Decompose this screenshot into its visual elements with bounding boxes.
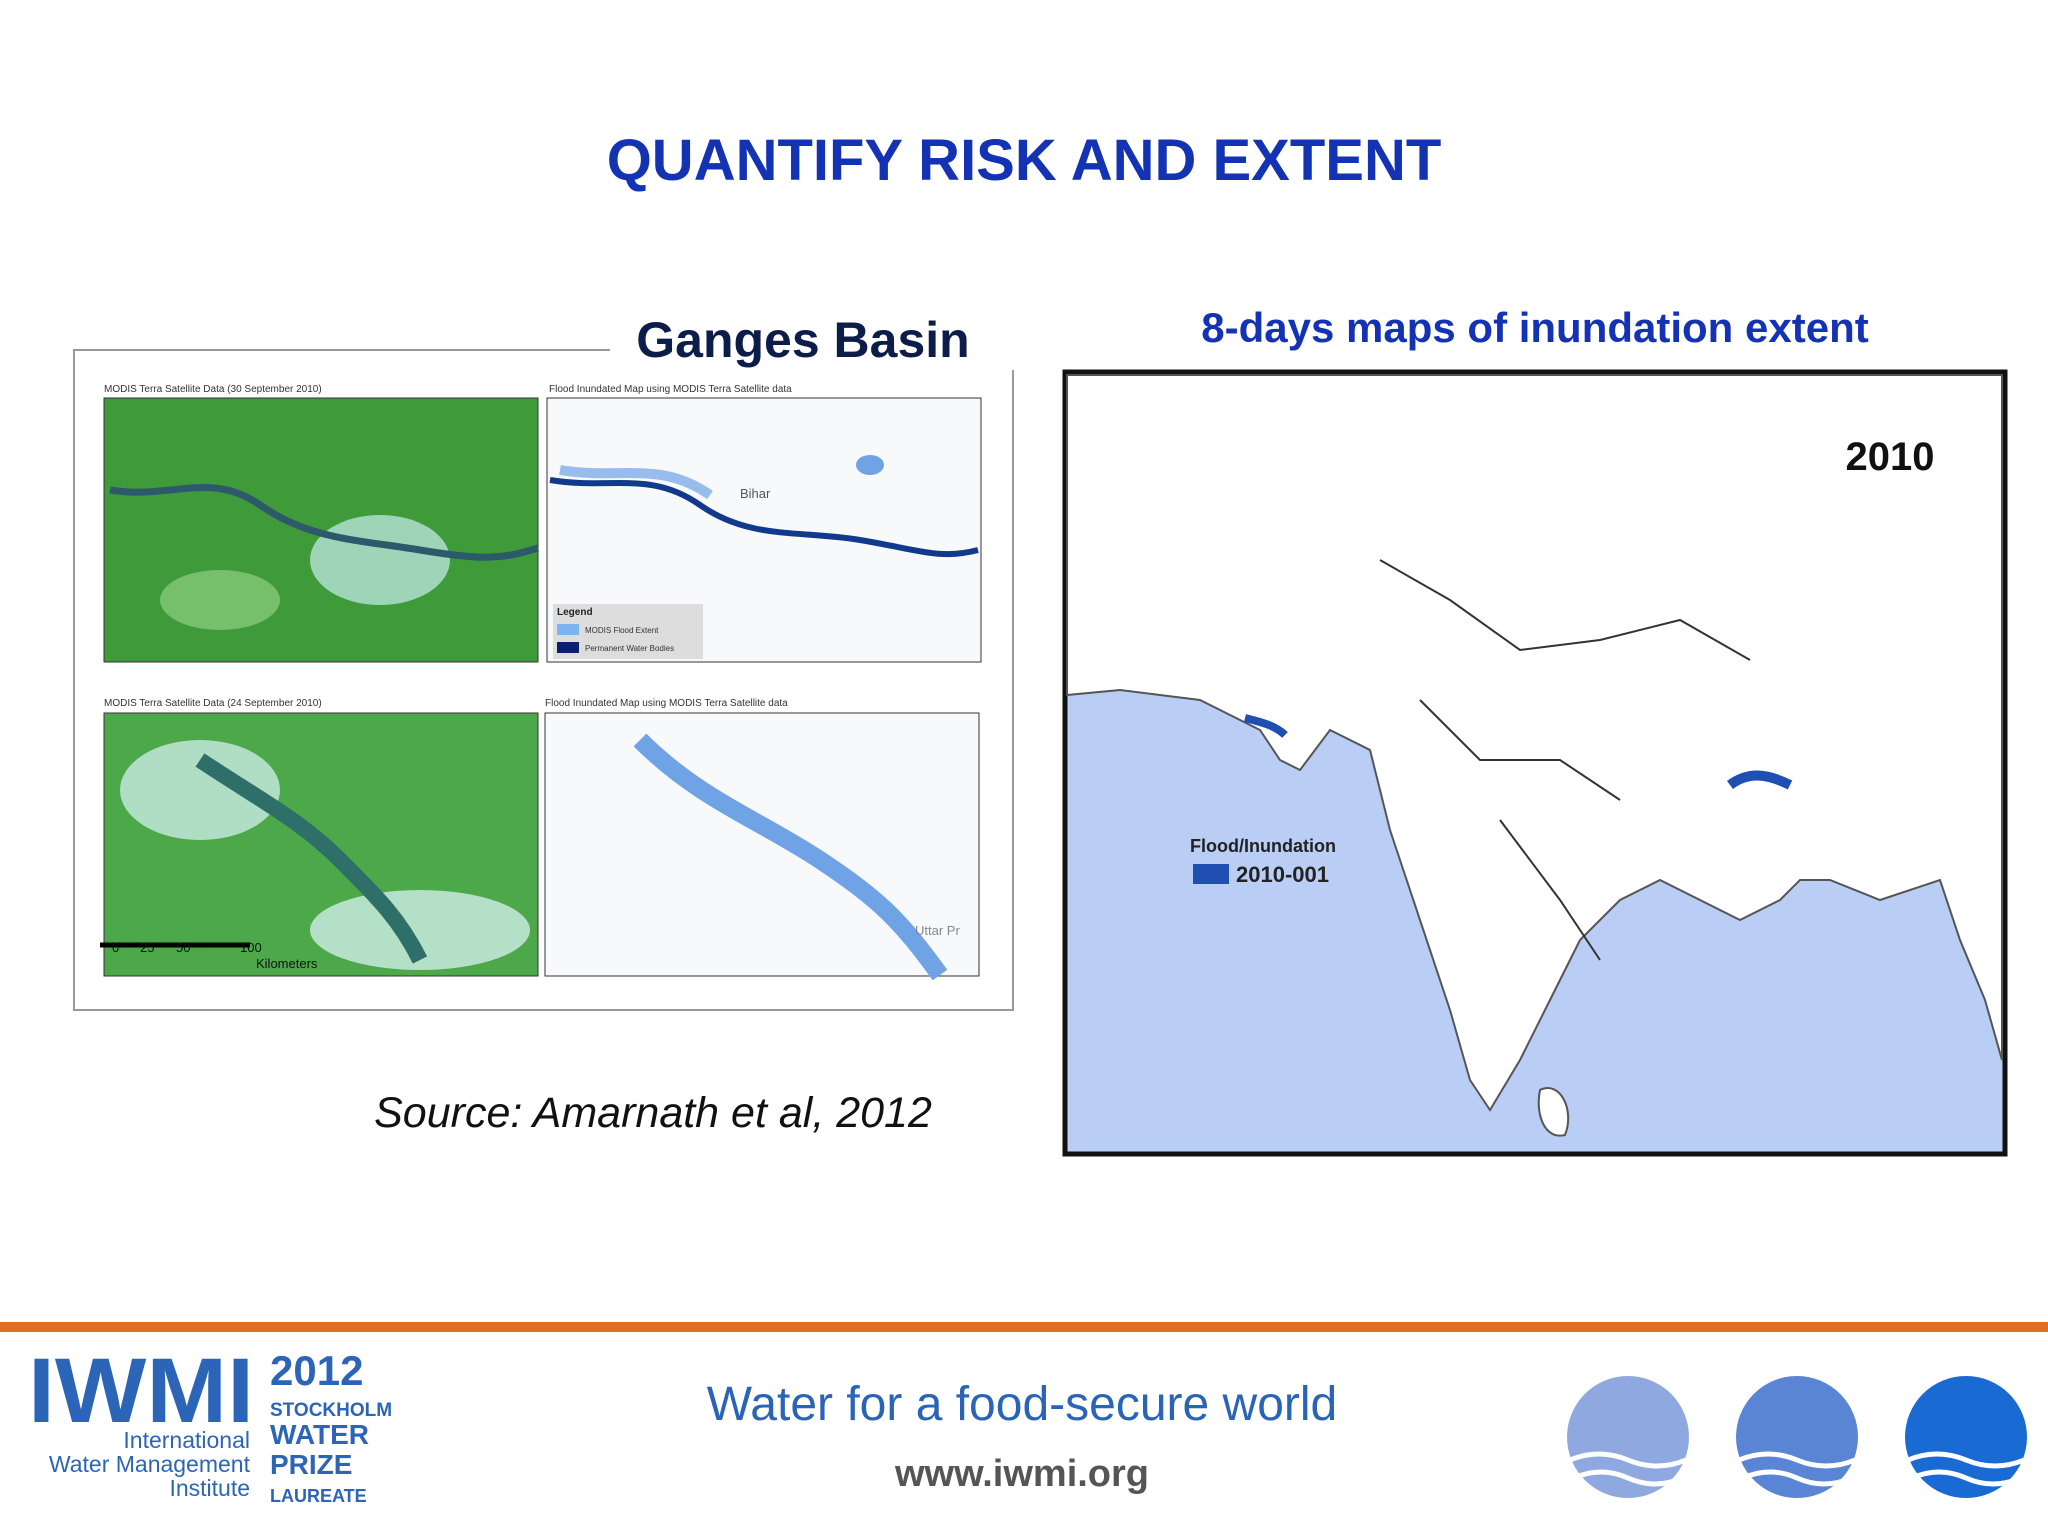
place-label: Bihar bbox=[740, 486, 771, 501]
prize-text: LAUREATE bbox=[270, 1486, 367, 1506]
legend-swatch bbox=[1193, 864, 1229, 884]
logo-text: Water Management bbox=[49, 1451, 251, 1477]
india-figure: 8-days maps of inundation extent 2010 Fl… bbox=[1062, 304, 2008, 1157]
legend-item: Permanent Water Bodies bbox=[585, 644, 674, 653]
river bbox=[195, 753, 428, 964]
figure-heading: 8-days maps of inundation extent bbox=[1201, 304, 1868, 351]
scale-tick: 50 bbox=[176, 940, 190, 955]
panel-caption: Flood Inundated Map using MODIS Terra Sa… bbox=[545, 698, 788, 709]
cloud bbox=[310, 890, 530, 970]
logo-text: International bbox=[123, 1427, 250, 1453]
place-label: Uttar Pr bbox=[915, 923, 960, 938]
cloud bbox=[310, 515, 450, 605]
divider bbox=[0, 1322, 2048, 1332]
prize-year: 2012 bbox=[270, 1347, 363, 1394]
prize-text: STOCKHOLM bbox=[270, 1400, 392, 1421]
land bbox=[1537, 1087, 1570, 1137]
figure-heading: Ganges Basin bbox=[636, 312, 969, 368]
legend-title: Flood/Inundation bbox=[1190, 836, 1336, 856]
panel-caption: MODIS Terra Satellite Data (24 September… bbox=[104, 698, 322, 709]
legend-swatch bbox=[557, 624, 579, 635]
flood-area bbox=[633, 733, 948, 981]
flood-area bbox=[1727, 770, 1793, 790]
river bbox=[549, 477, 979, 558]
logo-waves bbox=[1569, 1451, 2025, 1487]
land bbox=[1066, 374, 2003, 1112]
logo-text: Institute bbox=[169, 1475, 250, 1501]
cloud bbox=[160, 570, 280, 630]
scale-tick: 0 bbox=[112, 940, 119, 955]
state-border bbox=[1379, 559, 1751, 961]
ganges-figure: Ganges Basin MODIS Terra Satellite Data … bbox=[73, 312, 1015, 1137]
legend-item: MODIS Flood Extent bbox=[585, 626, 659, 635]
cloud bbox=[120, 740, 280, 840]
flood-area bbox=[1243, 714, 1288, 738]
scale-unit: Kilometers bbox=[256, 956, 318, 971]
scale-tick: 100 bbox=[240, 940, 262, 955]
panel-caption: Flood Inundated Map using MODIS Terra Sa… bbox=[549, 384, 792, 395]
prize-text: PRIZE bbox=[270, 1449, 352, 1480]
legend-swatch bbox=[557, 642, 579, 653]
heading-backdrop bbox=[610, 320, 1015, 370]
prize-text: WATER bbox=[270, 1419, 369, 1450]
url: www.iwmi.org bbox=[894, 1453, 1149, 1495]
legend-item: 2010-001 bbox=[1236, 862, 1329, 887]
river bbox=[109, 484, 540, 561]
tagline: Water for a food-secure world bbox=[707, 1378, 1337, 1431]
flood-area bbox=[559, 465, 713, 500]
panel-caption: MODIS Terra Satellite Data (30 September… bbox=[104, 384, 322, 395]
source: Source: Amarnath et al, 2012 bbox=[374, 1089, 932, 1137]
footer: IWMI International Water Management Inst… bbox=[0, 1322, 2048, 1506]
title: QUANTIFY RISK AND EXTENT bbox=[607, 128, 1442, 193]
flood-area bbox=[856, 455, 884, 475]
scale-tick: 25 bbox=[140, 940, 154, 955]
logo-name: IWMI bbox=[28, 1340, 254, 1442]
legend-title: Legend bbox=[557, 607, 593, 618]
year-label: 2010 bbox=[1846, 435, 1935, 479]
